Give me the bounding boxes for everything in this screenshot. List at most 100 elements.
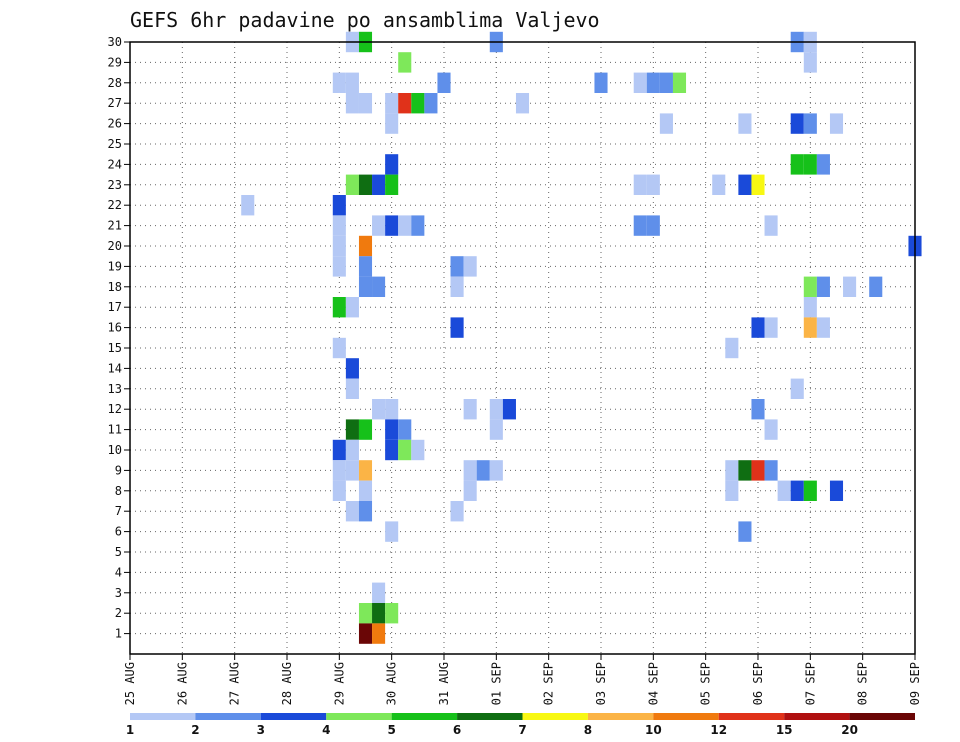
data-cell: [790, 378, 804, 399]
y-tick-label: 21: [108, 219, 122, 233]
data-cell: [803, 113, 817, 134]
x-axis: 25 AUG 26 AUG 27 AUG 28 AUG 29 AUG 30 AUG 31 A…: [123, 654, 922, 705]
data-cell: [803, 276, 817, 297]
data-cells: [241, 31, 922, 644]
y-tick-label: 19: [108, 259, 122, 273]
data-cell: [751, 317, 765, 338]
y-tick-label: 27: [108, 96, 122, 110]
x-tick-label: 02 SEP: [542, 662, 556, 705]
x-tick-label: 01 SEP: [489, 662, 503, 705]
y-tick-label: 22: [108, 198, 122, 212]
data-cell: [372, 603, 386, 624]
data-cell: [358, 256, 373, 277]
data-cell: [372, 399, 386, 420]
data-cell: [502, 399, 516, 420]
data-cell: [345, 93, 359, 114]
data-cell: [476, 460, 490, 481]
y-tick-label: 17: [108, 300, 122, 314]
data-cell: [463, 480, 477, 501]
data-cell: [489, 419, 503, 440]
data-cell: [358, 603, 373, 624]
chart-title: GEFS 6hr padavine po ansamblima Valjevo: [130, 8, 600, 32]
data-cell: [398, 52, 412, 73]
data-cell: [869, 276, 883, 297]
data-cell: [816, 276, 830, 297]
y-tick-label: 12: [108, 402, 122, 416]
data-cell: [345, 439, 359, 461]
data-cell: [829, 113, 844, 134]
data-cell: [646, 215, 660, 236]
colorbar-swatch: [587, 713, 654, 720]
data-cell: [712, 174, 726, 195]
data-cell: [345, 460, 359, 481]
data-cell: [345, 419, 359, 440]
data-cell: [515, 93, 530, 114]
data-cell: [633, 174, 647, 195]
data-cell: [385, 215, 399, 236]
data-cell: [358, 480, 373, 501]
data-cell: [646, 72, 660, 93]
colorbar-label: 7: [518, 723, 526, 737]
data-cell: [358, 460, 373, 481]
data-cell: [372, 582, 386, 603]
data-cell: [385, 439, 399, 461]
data-cell: [358, 419, 373, 440]
data-cell: [358, 276, 373, 297]
data-cell: [332, 256, 346, 277]
y-tick-label: 2: [115, 606, 122, 620]
data-cell: [659, 113, 673, 134]
data-cell: [751, 460, 765, 481]
x-tick-label: 27 AUG: [228, 662, 242, 705]
y-tick-label: 20: [108, 239, 122, 253]
y-tick-label: 24: [108, 157, 122, 171]
data-cell: [738, 113, 752, 134]
data-cell: [829, 480, 844, 501]
data-cell: [803, 154, 817, 175]
data-cell: [738, 174, 752, 195]
data-cell: [725, 460, 739, 481]
y-tick-label: 11: [108, 423, 122, 437]
data-cell: [424, 93, 438, 114]
data-cell: [332, 297, 346, 318]
data-cell: [738, 460, 752, 481]
data-cell: [803, 297, 817, 318]
colorbar-label: 1: [126, 723, 134, 737]
y-tick-label: 26: [108, 117, 122, 131]
data-cell: [777, 480, 791, 501]
y-tick-label: 1: [115, 627, 122, 641]
y-tick-label: 13: [108, 382, 122, 396]
data-cell: [345, 297, 359, 318]
data-cell: [790, 480, 804, 501]
data-cell: [816, 317, 830, 338]
y-tick-label: 4: [115, 565, 122, 579]
data-cell: [790, 154, 804, 175]
x-tick-label: 08 SEP: [856, 662, 870, 705]
data-cell: [345, 358, 359, 379]
data-cell: [411, 439, 425, 461]
x-tick-label: 30 AUG: [385, 662, 399, 705]
x-tick-label: 06 SEP: [751, 662, 765, 705]
colorbar-swatch: [522, 713, 588, 720]
data-cell: [803, 480, 817, 501]
colorbar-label: 8: [584, 723, 592, 737]
data-cell: [463, 460, 477, 481]
y-tick-label: 5: [115, 545, 122, 559]
data-cell: [843, 276, 857, 297]
y-tick-label: 14: [108, 361, 122, 375]
data-cell: [764, 419, 778, 440]
data-cell: [633, 215, 647, 236]
data-cell: [450, 501, 464, 522]
data-cell: [372, 215, 386, 236]
data-cell: [398, 215, 412, 236]
colorbar-swatch: [653, 713, 719, 720]
y-tick-label: 3: [115, 586, 122, 600]
data-cell: [385, 399, 399, 420]
data-cell: [332, 235, 346, 257]
x-tick-label: 09 SEP: [908, 662, 922, 705]
data-cell: [633, 72, 647, 93]
data-cell: [385, 521, 399, 542]
data-cell: [332, 195, 346, 216]
x-tick-label: 04 SEP: [646, 662, 660, 705]
data-cell: [790, 113, 804, 134]
y-tick-label: 29: [108, 55, 122, 69]
